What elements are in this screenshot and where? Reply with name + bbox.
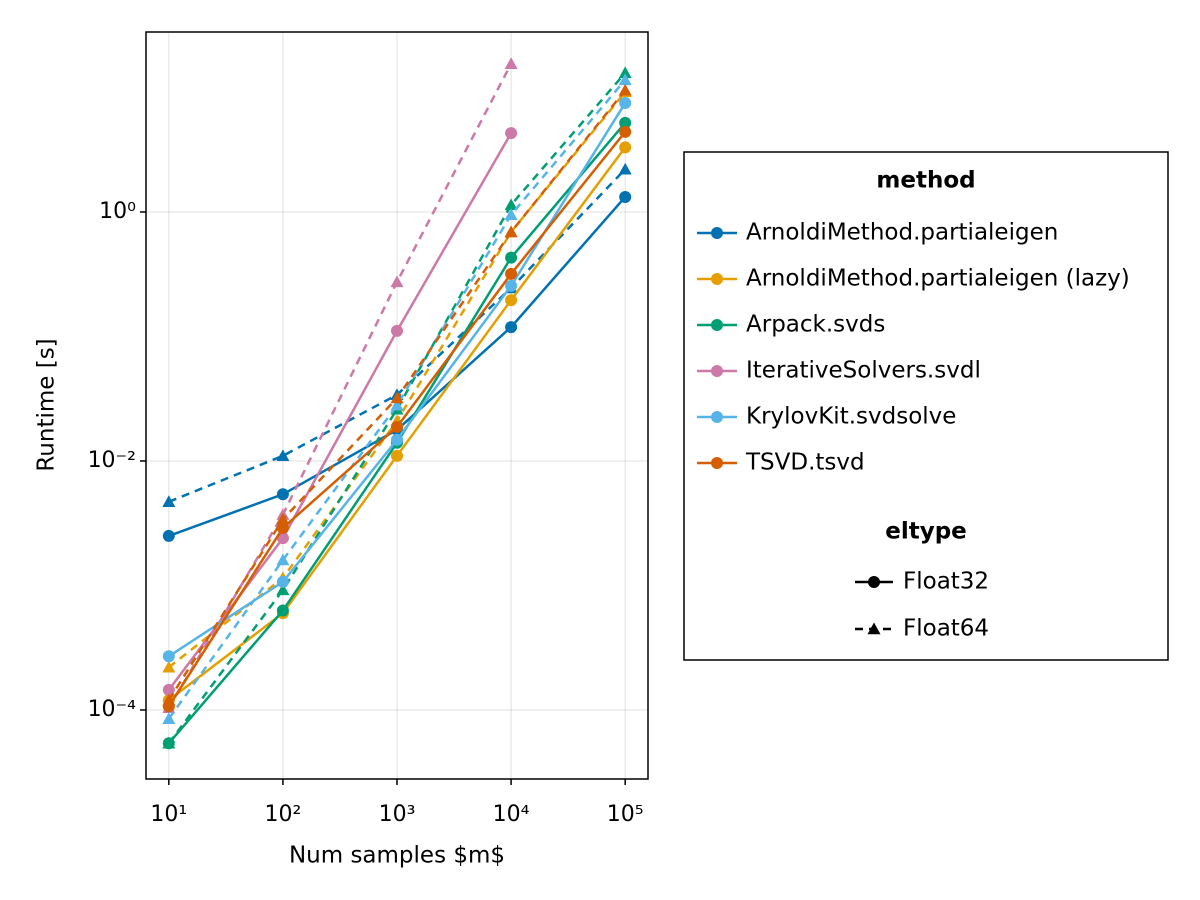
legend-label: Float32 <box>903 569 989 595</box>
y-tick-label: 10⁻² <box>88 448 136 473</box>
point <box>276 553 290 566</box>
point <box>390 420 403 433</box>
point <box>276 583 290 596</box>
point <box>390 433 403 446</box>
legend-title: eltype <box>885 519 967 545</box>
point <box>505 294 518 307</box>
point <box>162 693 176 706</box>
legend-marker <box>711 319 723 331</box>
x-tick-label: 10³ <box>379 802 416 827</box>
legend-label: KrylovKit.svdsolve <box>746 404 956 430</box>
point <box>618 83 632 96</box>
point <box>505 321 518 334</box>
legend-marker <box>867 622 881 635</box>
point <box>619 116 632 129</box>
point <box>505 251 518 264</box>
legend-label: ArnoldiMethod.partialeigen <box>746 220 1058 246</box>
point <box>162 683 175 696</box>
point <box>504 225 518 238</box>
y-axis-label: Runtime [s] <box>34 338 60 471</box>
point <box>505 127 518 140</box>
legend-label: ArnoldiMethod.partialeigen (lazy) <box>746 266 1130 292</box>
point <box>276 449 290 462</box>
point <box>618 162 632 175</box>
legend-marker <box>868 576 880 588</box>
series-line <box>167 72 627 745</box>
point <box>619 141 632 154</box>
series-line <box>167 79 627 720</box>
series-line <box>167 132 513 691</box>
legend-title: method <box>876 168 975 194</box>
legend-marker <box>711 365 723 377</box>
legend-marker <box>711 273 723 285</box>
point <box>619 97 632 110</box>
point <box>162 495 176 508</box>
y-tick-label: 10⁰ <box>99 199 136 224</box>
point <box>162 660 176 673</box>
point <box>505 279 518 292</box>
point <box>390 398 404 411</box>
legend-label: Float64 <box>903 616 989 642</box>
point <box>619 125 632 138</box>
x-tick-label: 10² <box>264 802 301 827</box>
point <box>390 449 403 462</box>
point <box>162 736 176 749</box>
point <box>505 267 518 280</box>
point <box>162 712 176 724</box>
point <box>618 66 632 79</box>
point <box>276 512 290 525</box>
x-axis-label: Num samples $m$ <box>289 843 505 869</box>
point <box>618 73 632 86</box>
legend-marker <box>711 411 723 423</box>
point <box>504 57 518 69</box>
point <box>276 604 289 617</box>
point <box>276 532 289 545</box>
legend-marker <box>711 227 723 239</box>
plot-frame <box>145 31 649 780</box>
point <box>504 198 518 211</box>
legend-label: Arpack.svds <box>746 312 885 338</box>
point <box>276 575 289 588</box>
y-tick-label: 10⁻⁴ <box>88 697 137 722</box>
series-line <box>167 63 513 709</box>
legend-label: IterativeSolvers.svdl <box>746 358 981 384</box>
point <box>390 391 404 404</box>
point <box>276 488 289 501</box>
x-tick-label: 10⁵ <box>607 802 644 827</box>
point <box>162 650 175 663</box>
x-tick-label: 10¹ <box>150 802 187 827</box>
legend-box <box>683 151 1169 661</box>
point <box>619 190 632 203</box>
point <box>504 208 518 220</box>
point <box>390 275 404 288</box>
legend-marker <box>711 457 723 469</box>
point <box>162 529 175 542</box>
point <box>390 324 403 337</box>
x-tick-label: 10⁴ <box>493 802 530 827</box>
legend-label: TSVD.tsvd <box>745 450 865 476</box>
point <box>276 521 289 534</box>
